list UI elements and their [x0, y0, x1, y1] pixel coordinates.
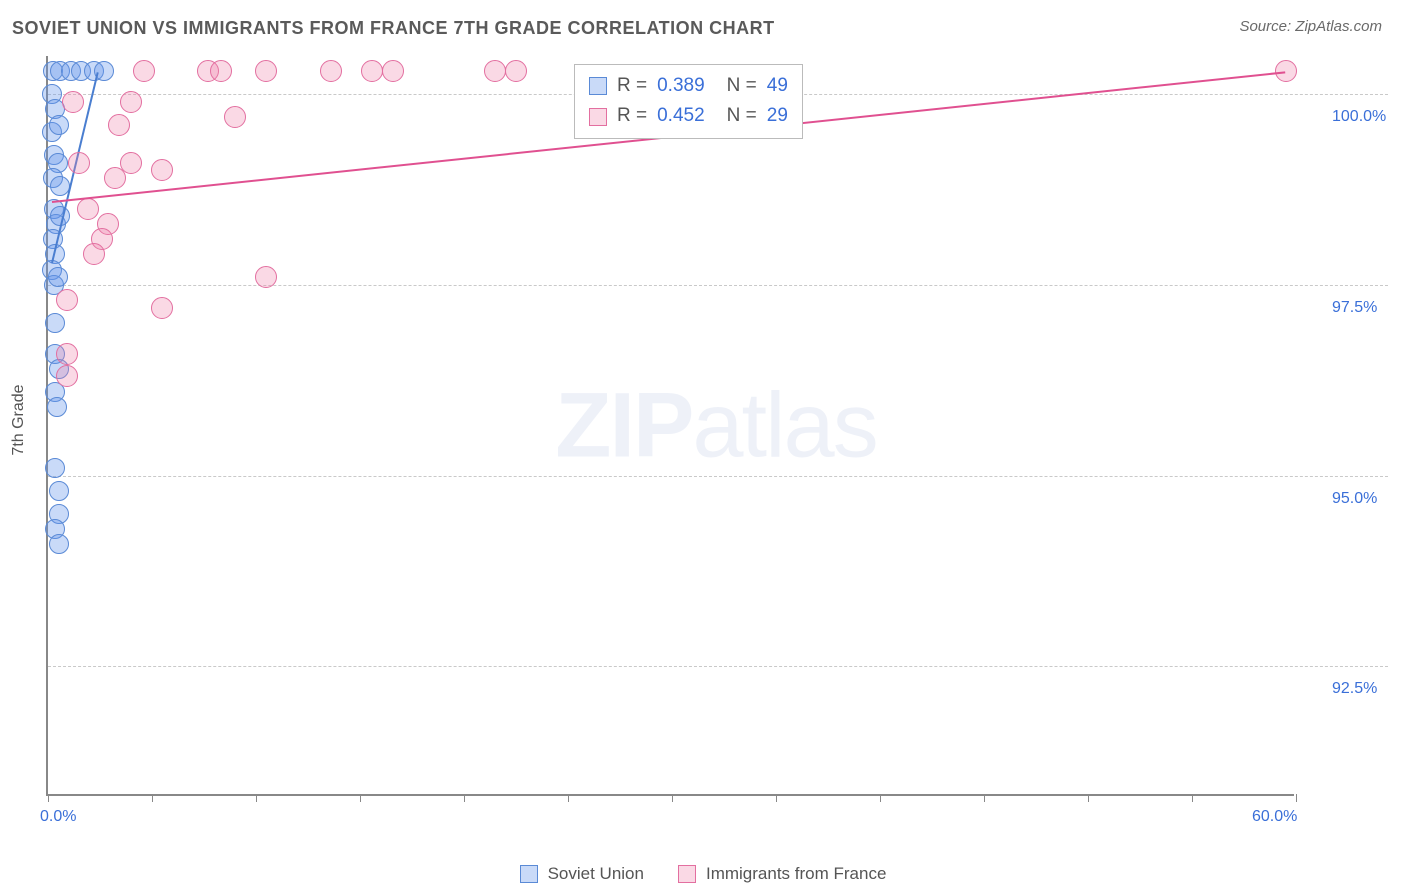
data-point	[48, 267, 68, 287]
x-tick	[1192, 794, 1193, 802]
data-point	[120, 91, 142, 113]
data-point	[361, 60, 383, 82]
y-tick-label: 95.0%	[1332, 490, 1377, 508]
source-label: Source: ZipAtlas.com	[1239, 18, 1382, 35]
bottom-legend: Soviet Union Immigrants from France	[0, 864, 1406, 884]
data-point	[56, 343, 78, 365]
data-point	[382, 60, 404, 82]
data-point	[77, 198, 99, 220]
r-value-series1: 0.389	[657, 71, 705, 101]
r-value-series2: 0.452	[657, 101, 705, 131]
legend-item-series1: Soviet Union	[520, 864, 644, 884]
x-tick	[360, 794, 361, 802]
x-tick	[1296, 794, 1297, 802]
data-point	[255, 266, 277, 288]
data-point	[56, 365, 78, 387]
data-point	[505, 60, 527, 82]
data-point	[255, 60, 277, 82]
data-point	[47, 397, 67, 417]
n-value-series2: 29	[767, 101, 788, 131]
data-point	[484, 60, 506, 82]
y-tick-label: 92.5%	[1332, 680, 1377, 698]
x-tick	[672, 794, 673, 802]
data-point	[108, 114, 130, 136]
x-tick	[880, 794, 881, 802]
stats-row-series1: R = 0.389 N = 49	[589, 71, 788, 101]
chart-title: SOVIET UNION VS IMMIGRANTS FROM FRANCE 7…	[12, 18, 775, 39]
data-point	[133, 60, 155, 82]
plot-region: 92.5%95.0%97.5%100.0%0.0%60.0%	[46, 56, 1294, 796]
n-label: N =	[727, 71, 757, 101]
x-tick-label: 0.0%	[40, 808, 76, 826]
data-point	[320, 60, 342, 82]
swatch-series2	[678, 865, 696, 883]
n-label: N =	[727, 101, 757, 131]
x-tick	[152, 794, 153, 802]
data-point	[68, 152, 90, 174]
data-point	[151, 159, 173, 181]
correlation-stats-box: R = 0.389 N = 49 R = 0.452 N = 29	[574, 64, 803, 139]
r-label: R =	[617, 71, 647, 101]
x-tick-label: 60.0%	[1252, 808, 1297, 826]
data-point	[104, 167, 126, 189]
data-point	[210, 60, 232, 82]
data-point	[120, 152, 142, 174]
x-tick	[256, 794, 257, 802]
legend-item-series2: Immigrants from France	[678, 864, 886, 884]
y-axis-label: 7th Grade	[10, 384, 28, 455]
gridline	[48, 285, 1388, 286]
x-tick	[1088, 794, 1089, 802]
data-point	[49, 481, 69, 501]
data-point	[45, 313, 65, 333]
x-tick	[568, 794, 569, 802]
x-tick	[776, 794, 777, 802]
x-tick	[464, 794, 465, 802]
chart-area: ZIPatlas 92.5%95.0%97.5%100.0%0.0%60.0% …	[46, 56, 1386, 796]
data-point	[83, 243, 105, 265]
data-point	[49, 534, 69, 554]
n-value-series1: 49	[767, 71, 788, 101]
y-tick-label: 100.0%	[1332, 108, 1386, 126]
data-point	[224, 106, 246, 128]
data-point	[45, 458, 65, 478]
x-tick	[984, 794, 985, 802]
x-tick	[48, 794, 49, 802]
swatch-series2	[589, 108, 607, 126]
swatch-series1	[589, 77, 607, 95]
legend-label-series1: Soviet Union	[548, 864, 644, 884]
r-label: R =	[617, 101, 647, 131]
stats-row-series2: R = 0.452 N = 29	[589, 101, 788, 131]
data-point	[56, 289, 78, 311]
swatch-series1	[520, 865, 538, 883]
data-point	[151, 297, 173, 319]
gridline	[48, 476, 1388, 477]
data-point	[49, 115, 69, 135]
gridline	[48, 666, 1388, 667]
legend-label-series2: Immigrants from France	[706, 864, 886, 884]
y-tick-label: 97.5%	[1332, 299, 1377, 317]
data-point	[62, 91, 84, 113]
